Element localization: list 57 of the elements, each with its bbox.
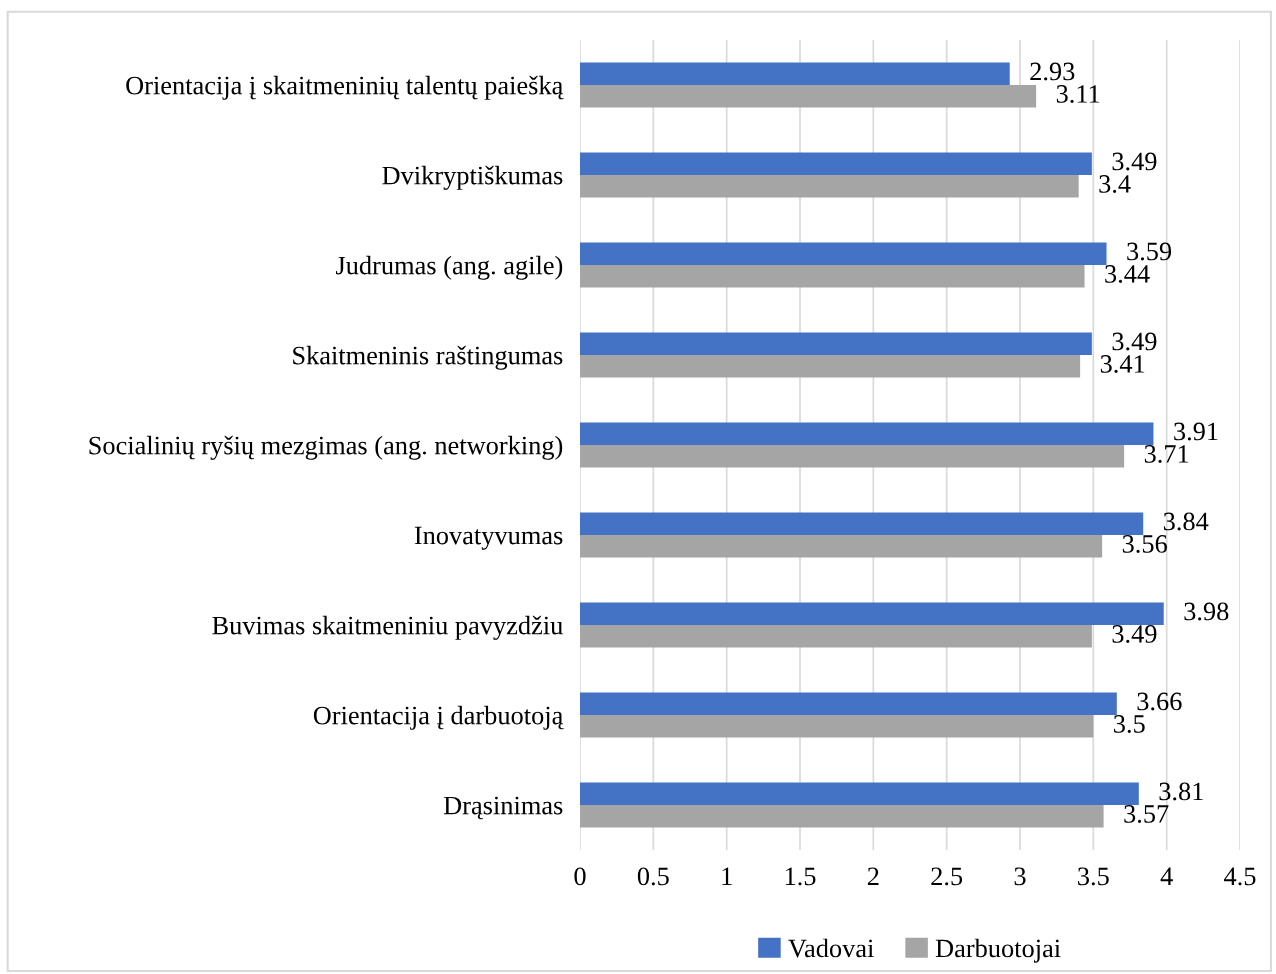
data-label: 3.91 [1174, 422, 1218, 441]
bar [580, 85, 1037, 108]
bar [580, 625, 1092, 648]
bar [580, 242, 1107, 265]
bar [580, 355, 1081, 378]
bar [580, 445, 1125, 468]
y-tick-label: Orientacija į darbuotoją [313, 705, 564, 730]
bar [580, 692, 1117, 715]
data-label: 3.41 [1100, 355, 1145, 373]
x-tick-label: 0.5 [637, 867, 669, 886]
bar [580, 715, 1094, 738]
data-label: 3.84 [1163, 512, 1209, 531]
bar [580, 62, 1010, 85]
bar [580, 512, 1144, 535]
x-tick-label: 3.5 [1078, 867, 1109, 886]
data-label: 3.5 [1114, 715, 1145, 733]
x-tick-label: 2 [867, 867, 879, 885]
y-tick-label: Inovatyvumas [414, 526, 563, 550]
bar [580, 535, 1103, 558]
bar [580, 602, 1164, 625]
bar [580, 265, 1085, 288]
data-label: 3.66 [1137, 692, 1182, 711]
bar [580, 175, 1079, 198]
x-tick-label: 4.5 [1224, 867, 1256, 886]
legend-label: Darbuotojai [935, 938, 1061, 963]
x-tick-label: 1 [722, 867, 732, 885]
bar [580, 152, 1092, 175]
data-label: 3.44 [1105, 265, 1150, 283]
legend-label: Vadovai [788, 938, 874, 958]
y-tick-label: Drąsinimas [443, 796, 563, 820]
data-label: 3.49 [1112, 332, 1157, 351]
y-tick-label: Socialinių ryšių mezgimas (ang. networking) [89, 435, 563, 460]
y-tick-label: Buvimas skaitmeniniu pavyzdžiu [212, 615, 563, 640]
data-label: 3.71 [1144, 445, 1189, 463]
data-label: 3.4 [1099, 175, 1131, 193]
data-label: 2.93 [1030, 62, 1075, 81]
data-label: 3.49 [1112, 625, 1157, 643]
data-label: 3.81 [1159, 782, 1203, 801]
y-tick-label: Orientacija į skaitmeninių talentų paiešką [126, 75, 564, 100]
bar [580, 422, 1154, 445]
y-tick-label: Dvikryptiškumas [382, 165, 563, 190]
x-tick-label: 1.5 [785, 867, 816, 886]
x-tick-label: 2.5 [931, 867, 963, 886]
data-label: 3.98 [1184, 602, 1229, 621]
x-tick-label: 0 [574, 867, 586, 886]
data-label: 3.49 [1112, 152, 1157, 171]
data-label: 3.11 [1056, 85, 1100, 103]
data-label: 3.59 [1127, 242, 1172, 261]
data-label: 3.56 [1122, 535, 1167, 553]
y-tick-label: Skaitmeninis raštingumas [293, 345, 563, 370]
y-tick-label: Judrumas (ang. agile) [335, 255, 563, 280]
bar [580, 332, 1092, 355]
bar [580, 782, 1139, 805]
bar [580, 805, 1104, 828]
x-tick-label: 4 [1160, 867, 1173, 885]
data-label: 3.57 [1124, 805, 1169, 823]
x-tick-label: 3 [1014, 867, 1026, 886]
